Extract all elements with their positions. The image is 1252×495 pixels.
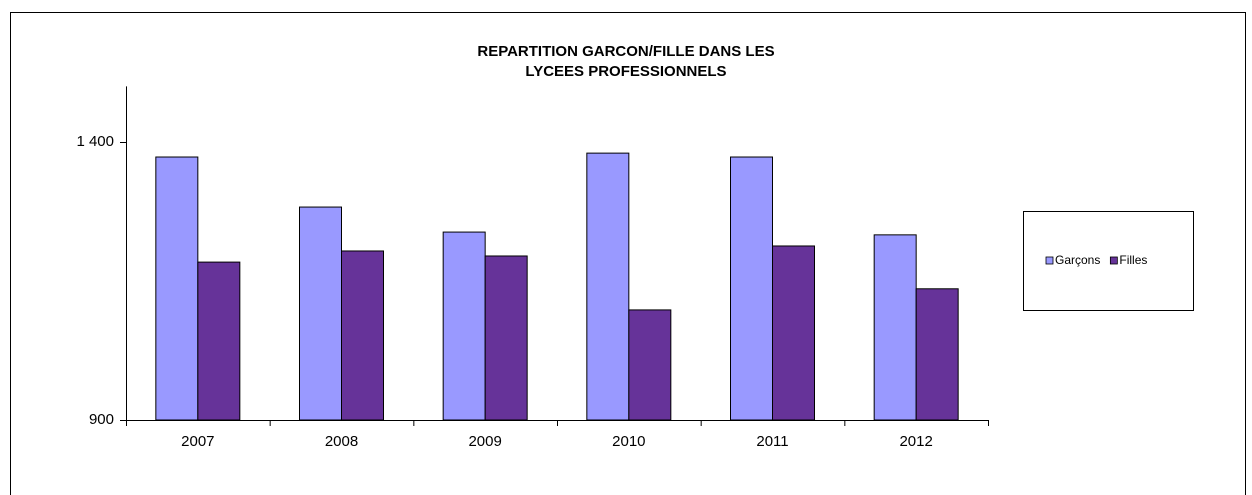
bar [299,206,342,421]
bar [730,156,773,421]
bar [873,234,917,421]
x-tick-label: 2011 [756,433,788,450]
bar [484,255,528,421]
chart-title: REPARTITION GARCON/FILLE DANS LES [477,43,774,60]
bar [586,152,630,421]
x-tick-label: 2007 [181,433,214,450]
y-tick-label: 1 400 [76,133,114,150]
legend-swatch [1109,256,1118,265]
legend-swatch [1045,256,1054,265]
bar [442,231,486,421]
chart-title: LYCEES PROFESSIONNELS [525,63,726,80]
bar [197,261,241,421]
bar [772,245,815,421]
y-tick-label: 900 [89,411,114,428]
bar [915,288,959,421]
bar [628,309,672,421]
x-tick-label: 2012 [899,433,932,450]
bar [341,250,384,421]
x-tick-label: 2008 [325,433,358,450]
legend-label: Filles [1119,253,1147,267]
x-tick-label: 2010 [612,433,645,450]
bar [155,156,199,421]
legend-label: Garçons [1055,253,1100,267]
x-tick-label: 2009 [468,433,501,450]
